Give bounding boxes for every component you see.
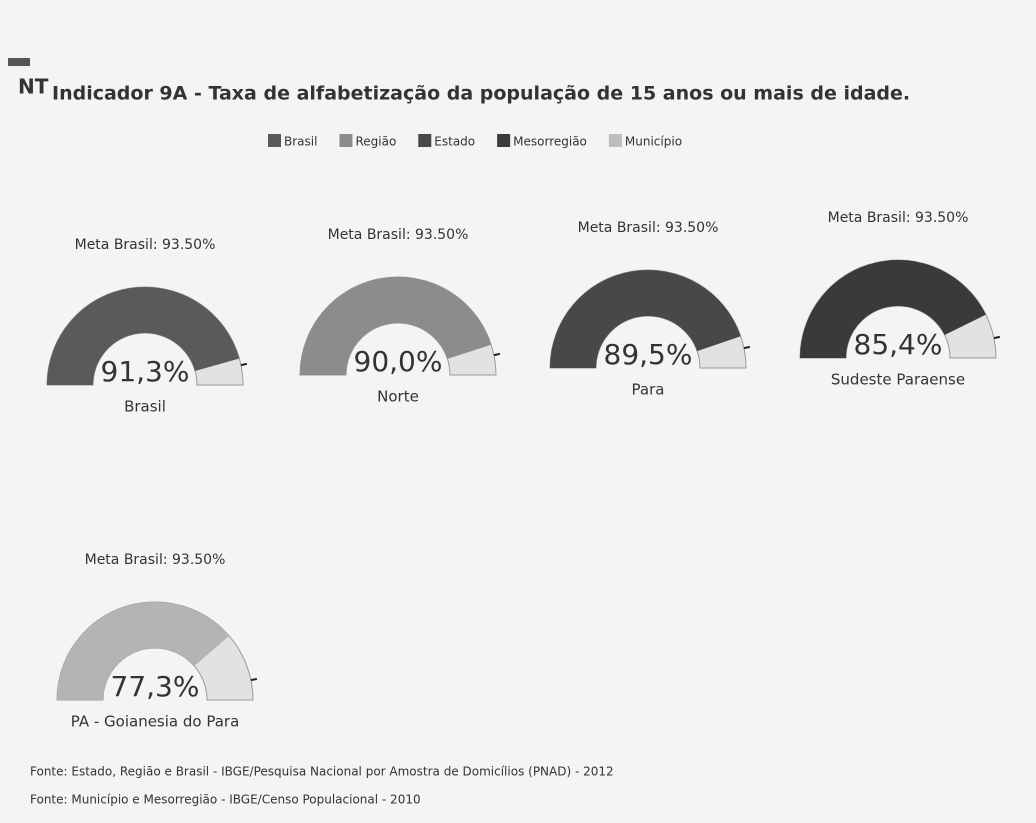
gauge-value [800,260,986,358]
gauge-target-label: Meta Brasil: 93.50% [85,552,226,568]
gauge-target [493,352,501,357]
logo-mark [8,58,30,66]
gauge-label: Norte [377,388,419,406]
footer-line: Fonte: Estado, Região e Brasil - IBGE/Pe… [30,765,614,779]
gauge-value-label: 91,3% [101,355,190,388]
gauge-target-label: Meta Brasil: 93.50% [578,220,719,236]
gauge-label: Brasil [124,398,166,416]
gauge-value [47,287,240,385]
legend-swatch [497,134,511,147]
legend-label: Mesorregião [513,135,587,149]
legend-swatch [418,134,432,147]
legend-label: Município [625,135,682,149]
gauge-value [300,277,492,375]
gauge-value [57,602,230,700]
gauge-label: Para [632,381,665,399]
gauge-target [743,345,751,350]
legend-label: Brasil [284,135,317,149]
gauge-label: Sudeste Paraense [831,371,965,389]
gauge-target-label: Meta Brasil: 93.50% [828,210,969,226]
gauge-target-label: Meta Brasil: 93.50% [328,227,469,243]
gauge-value-label: 77,3% [111,670,200,703]
gauge-value-label: 85,4% [854,328,943,361]
chart-title: Indicador 9A - Taxa de alfabetização da … [52,83,910,105]
legend-swatch [339,134,353,147]
legend-swatch [608,134,622,147]
gauge-label: PA - Goianesia do Para [71,713,240,731]
gauge-value-label: 89,5% [604,338,693,371]
legend-label: Estado [434,135,475,149]
gauge-target [240,362,248,367]
logo: NT [18,75,49,99]
legend-label: Região [355,135,396,149]
legend-swatch [268,134,281,147]
gauge-value-label: 90,0% [354,345,443,378]
gauge-value [550,270,741,368]
footer-line: Fonte: Município e Mesorregião - IBGE/Ce… [30,793,421,807]
gauge-target [250,677,258,682]
gauge-target [993,335,1001,340]
gauge-target-label: Meta Brasil: 93.50% [75,237,216,253]
